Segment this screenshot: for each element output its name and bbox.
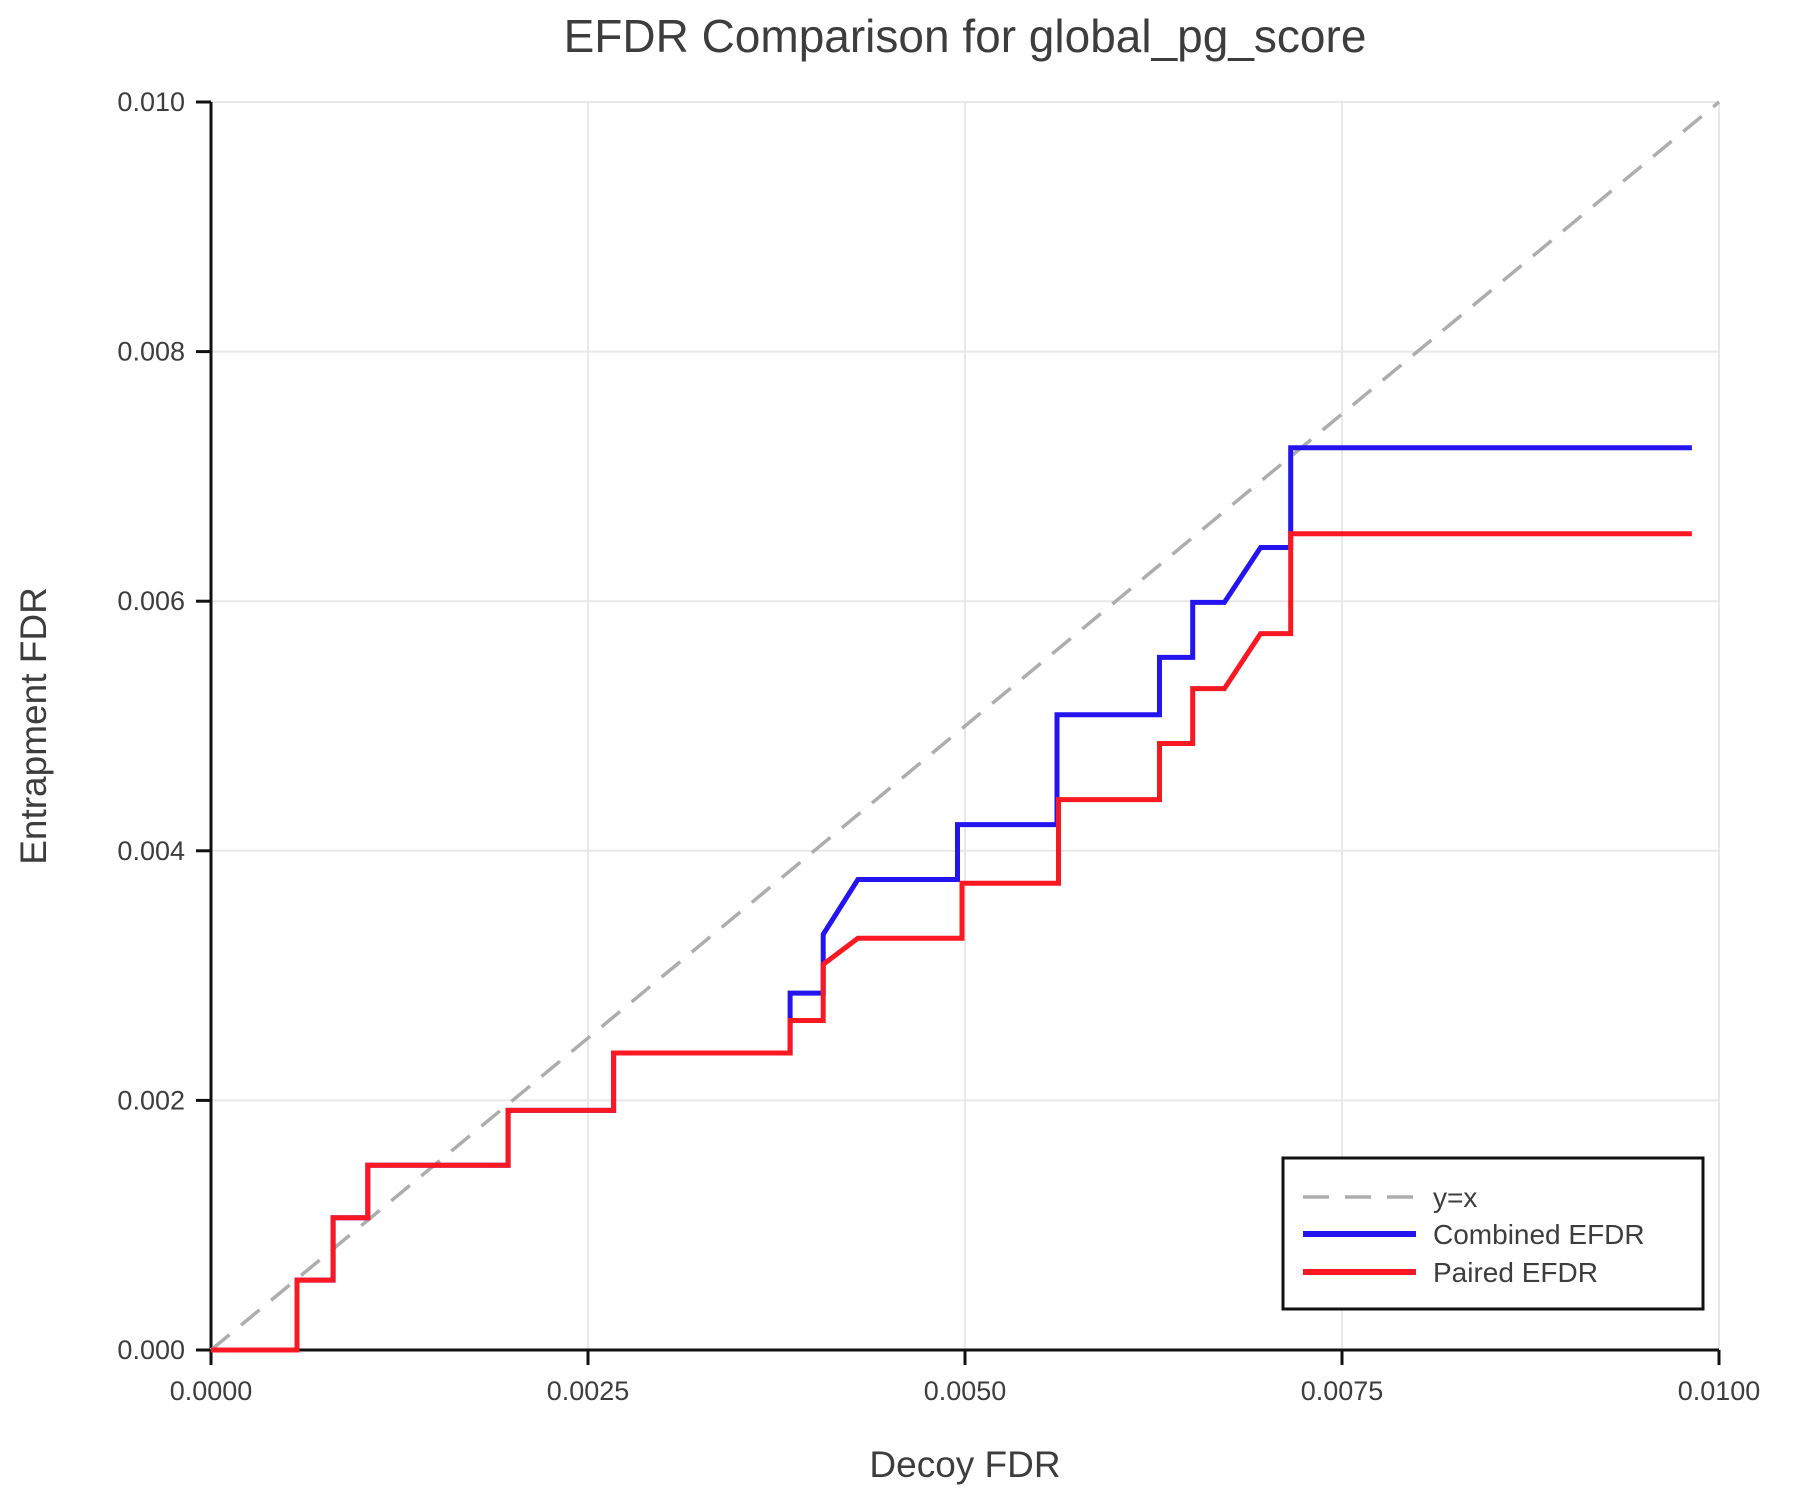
grid-layer <box>211 101 1720 1350</box>
y-axis-label: Entrapment FDR <box>13 587 54 865</box>
identity-line <box>209 100 1721 1352</box>
line-layer <box>209 100 1721 1353</box>
legend-label: Paired EFDR <box>1433 1257 1598 1288</box>
x-tick-label: 0.0000 <box>170 1376 253 1406</box>
axis-layer: 0.0000 0.0025 0.0050 0.0075 0.0100 0.000 0.002… <box>117 87 1760 1406</box>
x-tick-label: 0.0050 <box>924 1376 1007 1406</box>
paired-efdr-line <box>211 531 1692 1353</box>
y-tick-label: 0.010 <box>117 87 185 117</box>
legend: y=x Combined EFDR Paired EFDR <box>1281 1156 1705 1311</box>
y-tick-label: 0.000 <box>117 1335 185 1365</box>
chart-title: EFDR Comparison for global_pg_score <box>564 10 1367 62</box>
y-tick-label: 0.002 <box>117 1085 185 1115</box>
y-tick-label: 0.008 <box>117 337 185 367</box>
legend-label: Combined EFDR <box>1433 1219 1645 1250</box>
x-tick-label: 0.0025 <box>547 1376 630 1406</box>
x-axis-label: Decoy FDR <box>869 1444 1060 1485</box>
x-tick-label: 0.0075 <box>1301 1376 1384 1406</box>
legend-label: y=x <box>1433 1182 1477 1213</box>
x-tick-label: 0.0100 <box>1678 1376 1761 1406</box>
y-tick-label: 0.006 <box>117 586 185 616</box>
y-tick-label: 0.004 <box>117 836 185 866</box>
